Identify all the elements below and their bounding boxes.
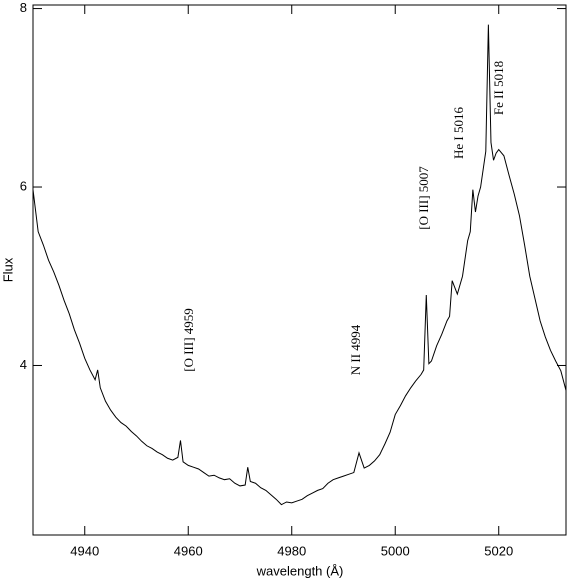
line-annotation: He I 5016 (451, 107, 466, 159)
line-annotation: N II 4994 (348, 324, 363, 375)
x-tick-label: 5020 (484, 543, 513, 558)
line-annotation: [O III] 5007 (416, 166, 431, 230)
y-tick-label: 4 (20, 357, 27, 372)
line-annotation: Fe II 5018 (491, 61, 506, 115)
y-tick-label: 8 (20, 0, 27, 15)
x-tick-label: 4980 (277, 543, 306, 558)
x-tick-label: 4940 (70, 543, 99, 558)
plot-frame (32, 4, 567, 536)
x-axis-label: wavelength (Å) (256, 563, 344, 578)
x-tick-label: 5000 (381, 543, 410, 558)
y-tick-label: 6 (20, 178, 27, 193)
line-annotation: [O III] 4959 (181, 308, 196, 372)
y-axis-label: Flux (0, 257, 15, 282)
x-tick-label: 4960 (174, 543, 203, 558)
spectrum-line (32, 24, 567, 506)
